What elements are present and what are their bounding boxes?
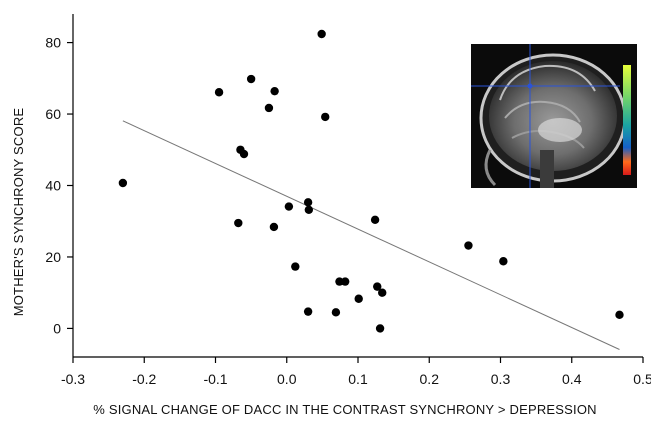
data-point [615,310,624,320]
data-point [317,29,326,39]
data-point [284,202,294,211]
x-tick-label: 0.0 [277,371,297,387]
brain-mri-inset [471,44,637,188]
data-point [378,288,387,297]
x-tick-label: 0.2 [420,371,440,387]
data-point [270,86,279,96]
data-point [464,241,473,250]
data-point [234,218,243,228]
y-tick-label: 0 [53,320,61,336]
data-point [331,308,341,317]
data-point [118,178,128,188]
data-point [354,294,363,303]
data-point [246,74,256,84]
data-point [269,222,279,232]
x-axis-title: % SIGNAL CHANGE OF DACC IN THE CONTRAST … [93,402,596,417]
x-tick-label: -0.3 [61,371,85,387]
data-point [375,324,385,333]
data-points [118,29,624,333]
regression-line [122,120,620,350]
data-point [373,282,382,291]
x-tick-label: -0.2 [132,371,156,387]
data-point [499,257,508,266]
y-tick-label: 80 [45,35,61,51]
x-tick-label: 0.4 [562,371,582,387]
x-tick-label: 0.5 [633,371,651,387]
data-point [303,198,313,207]
data-point [340,277,350,286]
y-tick-label: 60 [45,106,61,122]
data-point [370,215,380,224]
color-bar [623,65,631,175]
x-tick-label: -0.1 [203,371,227,387]
data-point [291,262,300,271]
x-tick-label: 0.1 [348,371,368,387]
data-point [239,149,249,159]
x-axis-ticks: -0.3 -0.2 -0.1 0.0 0.1 0.2 0.3 0.4 0.5 [61,357,651,387]
data-point [321,112,330,122]
y-tick-label: 40 [45,178,61,194]
y-axis-title: MOTHER'S SYNCHRONY SCORE [11,108,26,317]
data-point [303,307,313,316]
x-tick-label: 0.3 [491,371,511,387]
y-axis-ticks: 0 20 40 60 80 [45,35,73,336]
y-tick-label: 20 [45,249,61,265]
data-point [304,205,314,214]
data-point [214,88,224,97]
data-point [264,103,274,113]
